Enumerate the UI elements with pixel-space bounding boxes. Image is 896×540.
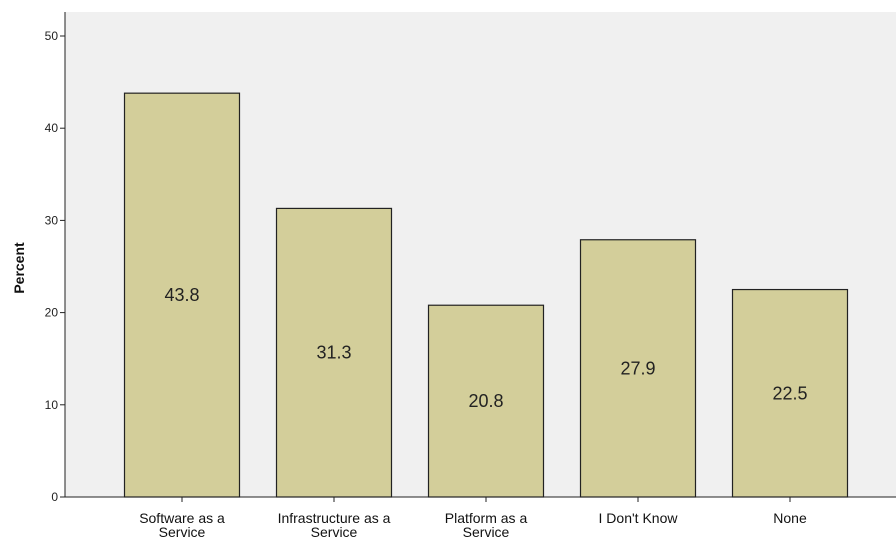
category-label: I Don't Know [599, 510, 679, 526]
category-label: Platform as a Service [445, 510, 528, 540]
y-tick-label: 40 [45, 121, 59, 135]
y-tick-label: 50 [45, 29, 59, 43]
y-axis-title: Percent [11, 242, 27, 294]
y-tick-label: 10 [45, 398, 59, 412]
bar-value-label: 27.9 [620, 358, 655, 378]
bar-value-label: 22.5 [772, 383, 807, 403]
bar-value-label: 31.3 [316, 343, 351, 363]
bar-value-label: 20.8 [468, 391, 503, 411]
y-tick-label: 20 [45, 306, 59, 320]
bar-value-label: 43.8 [164, 285, 199, 305]
y-tick-label: 30 [45, 213, 59, 227]
category-label: Software as a Service [139, 510, 225, 540]
bar [123, 92, 241, 498]
y-tick-label: 0 [51, 490, 58, 504]
category-label: None [773, 510, 807, 526]
category-label: Infrastructure as a Service [278, 510, 391, 540]
